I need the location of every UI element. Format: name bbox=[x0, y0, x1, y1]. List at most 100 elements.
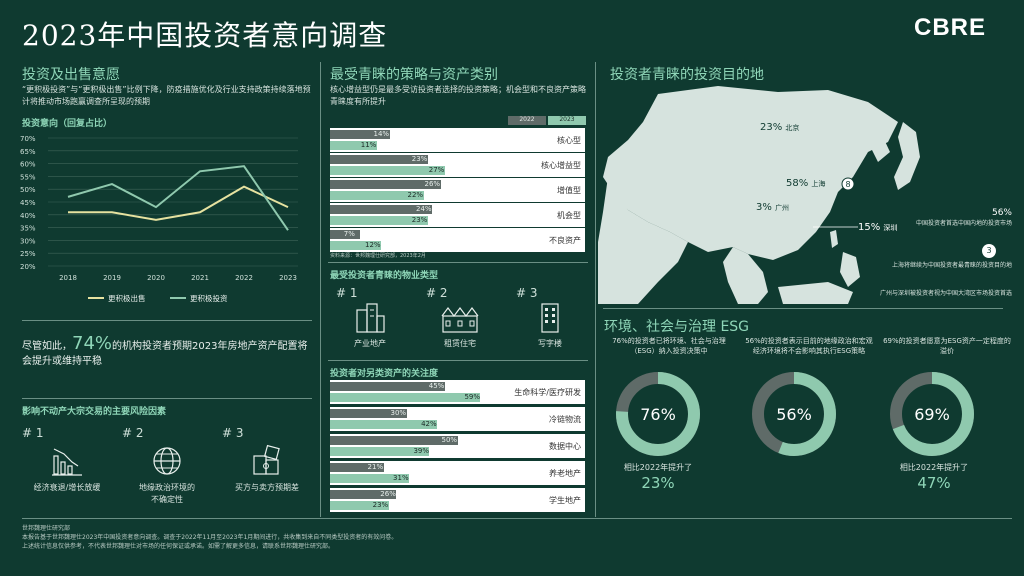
bar-2022 bbox=[330, 382, 445, 391]
property-title: 最受投资者青睐的物业类型 bbox=[330, 271, 439, 281]
risk-label-2: 地缘政治环境的 不确定性 bbox=[139, 483, 195, 504]
map-label-beijing: 23% 北京 bbox=[760, 122, 800, 133]
y-tick-label: 25% bbox=[20, 250, 36, 258]
philippines-landmass bbox=[840, 252, 860, 287]
legend-2022: 2022 bbox=[508, 116, 546, 125]
map-label-shenzhen: 15% 深圳 bbox=[858, 222, 898, 233]
esg-donut-1: 76% bbox=[616, 372, 700, 456]
bar-value: 7% bbox=[343, 230, 355, 238]
page-title: 2023年中国投资者意向调查 bbox=[22, 19, 388, 52]
bar-value: 14% bbox=[373, 130, 390, 138]
y-tick-label: 30% bbox=[20, 237, 36, 245]
taiwan-landmass bbox=[830, 230, 838, 248]
x-tick-label: 2021 bbox=[191, 274, 209, 282]
y-tick-label: 20% bbox=[20, 263, 36, 271]
china-landmass bbox=[603, 86, 898, 260]
bar-value: 26% bbox=[380, 490, 396, 498]
property-list: # 1 产业地产 # 2 租赁住宅 # 3 写字楼 bbox=[330, 286, 590, 356]
globe-icon bbox=[153, 447, 181, 475]
map-note-2: 上海将继续为中国投资者最青睐的投资目的地 bbox=[891, 262, 1012, 269]
section-invest-desc: “更积极投资”与“更积极出售”比例下降，防疫措施优化及行业支持政策持续落地预计将… bbox=[22, 85, 311, 106]
bar-value: 42% bbox=[421, 420, 437, 428]
x-tick-label: 2020 bbox=[147, 274, 165, 282]
bar-2022 bbox=[330, 490, 397, 499]
section-map-title: 投资者青睐的投资目的地 bbox=[610, 67, 764, 83]
bar-2023 bbox=[330, 141, 377, 150]
bar-row: 45% 59% 生命科学/医疗研发 bbox=[330, 380, 585, 404]
bar-category-label: 冷链物流 bbox=[549, 415, 581, 424]
esg-change-val-3: 47% bbox=[917, 474, 951, 492]
bar-2023 bbox=[330, 393, 481, 402]
bar-row: 26% 23% 学生地产 bbox=[330, 488, 585, 512]
bar-value: 21% bbox=[367, 463, 384, 471]
office-building-icon bbox=[541, 303, 559, 333]
bar-2023 bbox=[330, 474, 410, 483]
map-note-1: 中国投资者首选中国内地的投资市场 bbox=[915, 220, 1012, 227]
property-num-1: # 1 bbox=[336, 286, 358, 300]
risk-label-3: 买方与卖方预期差 bbox=[235, 483, 299, 492]
bar-category-label: 数据中心 bbox=[549, 442, 581, 451]
bar-2022 bbox=[330, 436, 458, 445]
map-label-shanghai: 58% 上海 bbox=[786, 178, 826, 189]
bar-value: 11% bbox=[360, 141, 377, 149]
puzzle-icon bbox=[253, 444, 280, 475]
bar-row: 14% 11% 核心型 bbox=[330, 128, 585, 152]
risk-num-1: # 1 bbox=[22, 426, 44, 440]
y-tick-label: 40% bbox=[20, 212, 36, 220]
bar-value: 31% bbox=[393, 474, 409, 482]
footer-notes: 世邦魏理仕研究部 本报告基于世邦魏理仕2023年中国投资者意向调查。调查于202… bbox=[22, 524, 1012, 551]
bar-value: 39% bbox=[413, 447, 429, 455]
y-tick-label: 65% bbox=[20, 148, 36, 156]
y-tick-label: 50% bbox=[20, 186, 36, 194]
map-note-3: 广州与深圳被投资者视为中国大湾区市场投资首选 bbox=[880, 290, 1013, 297]
bar-2022 bbox=[330, 180, 441, 189]
divider-s1b bbox=[22, 398, 312, 399]
bar-category-label: 核心增益型 bbox=[541, 161, 581, 170]
bar-2023 bbox=[330, 166, 445, 175]
bar-value: 50% bbox=[441, 436, 458, 444]
esg-donut-2-arc bbox=[752, 372, 836, 456]
esg-pct-2: 56% bbox=[776, 405, 812, 424]
risk-label-1: 经济衰退/增长放缓 bbox=[33, 483, 101, 492]
bar-row: 50% 39% 数据中心 bbox=[330, 434, 585, 458]
strategy-bar-chart: 14% 11% 核心型 23% 27% 核心增益型 26% 22% 增值型 24% 23% 机会型 7%… bbox=[330, 128, 585, 252]
bar-value: 22% bbox=[407, 191, 424, 199]
bar-2022 bbox=[330, 155, 428, 164]
cbre-logo: CBRE bbox=[913, 14, 986, 41]
bar-row: 30% 42% 冷链物流 bbox=[330, 407, 585, 431]
esg-desc-3: 69%的投资者愿意为ESG资产一定程度的溢价 bbox=[883, 337, 1011, 355]
esg-pct-1: 76% bbox=[640, 405, 676, 424]
section-strategy-desc: 核心增益型仍是最多受访投资者选择的投资策略；机会型和不良资产策略青睐度有所提升 bbox=[330, 85, 586, 106]
property-label-2: 租赁住宅 bbox=[444, 339, 476, 348]
esg-item-2: 56%的投资者表示目前的地缘政治和宏观经济环境将不会影响其执行ESG策略 56% bbox=[744, 336, 874, 462]
map-pin-shanghai-label: 8 bbox=[845, 180, 850, 189]
section-strategy-title: 最受青睐的策略与资产类别 bbox=[330, 67, 498, 83]
y-tick-label: 45% bbox=[20, 199, 36, 207]
bar-category-label: 核心型 bbox=[557, 136, 581, 145]
japan-landmass bbox=[894, 122, 920, 190]
section-esg-title: 环境、社会与治理 ESG bbox=[604, 319, 750, 335]
south-asia-landmass bbox=[598, 177, 688, 304]
statement-pct: 74% bbox=[72, 333, 113, 354]
bar-value: 23% bbox=[411, 155, 428, 163]
bar-2023 bbox=[330, 501, 389, 510]
bar-2022 bbox=[330, 409, 407, 418]
residential-houses-icon bbox=[441, 307, 479, 333]
line-chart: 20% 25% 30% 35% 40% 45% 50% 55% 60% 65% 70% 2018 201… bbox=[20, 135, 298, 303]
map-note-pin: 3 bbox=[982, 244, 996, 258]
series-line-1 bbox=[67, 165, 289, 231]
series-line-0 bbox=[68, 185, 289, 221]
bar-row: 26% 22% 增值型 bbox=[330, 178, 585, 202]
bar-2022 bbox=[330, 463, 384, 472]
divider-map bbox=[603, 308, 1003, 309]
risk-list: # 1 经济衰退/增长放缓 # 2 地缘政治环境的 不确定性 # 3 买方与卖方 bbox=[22, 426, 312, 516]
esg-panel: 76%的投资者已将环境、社会与治理（ESG）纳入投资决策中 76% 相比2022… bbox=[604, 336, 1014, 518]
x-tick-label: 2023 bbox=[279, 274, 297, 282]
bar-row: 7% 12% 不良资产 bbox=[330, 228, 585, 252]
property-num-3: # 3 bbox=[516, 286, 538, 300]
footer-line-3: 上述统计信息仅供参考，不代表世邦魏理仕对市场的任何保证或承诺。如需了解更多信息，… bbox=[22, 543, 335, 550]
bar-category-label: 增值型 bbox=[557, 186, 581, 195]
strategy-legend: 2022 2023 bbox=[508, 116, 588, 126]
map-pin-shanghai bbox=[841, 177, 855, 191]
risk-item-3: # 3 买方与卖方预期差 bbox=[222, 426, 312, 494]
